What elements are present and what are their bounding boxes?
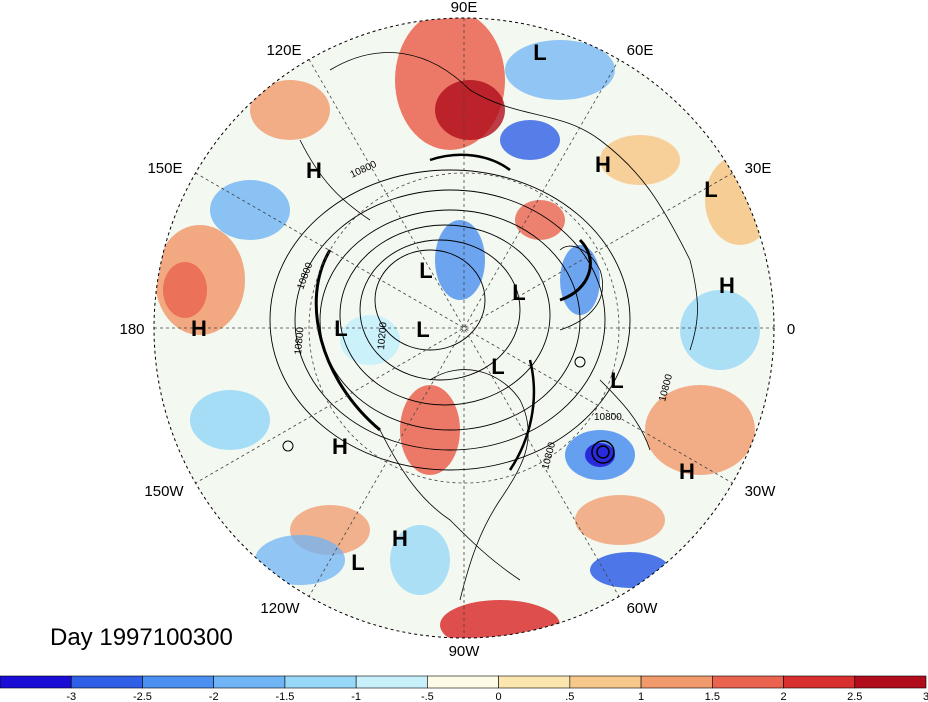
colorbar-swatch [355, 675, 428, 689]
pressure-system-labels: L H H L L H L L H L L L H H H L [191, 40, 735, 575]
colorbar-tick-label: .5 [565, 691, 574, 702]
colorbar-swatch [712, 675, 784, 689]
pressure-label: L [512, 280, 525, 305]
contour-label: 10200 [376, 321, 389, 350]
lon-label-60w: 60W [627, 600, 659, 617]
pressure-label: L [416, 317, 429, 342]
colorbar-swatch [213, 675, 286, 689]
pressure-label: H [719, 273, 735, 298]
colorbar-tick-label: 2 [780, 691, 786, 702]
date-label: Day 1997100300 [50, 624, 233, 651]
pressure-label: H [306, 158, 322, 183]
colorbar-tick-label: -.5 [421, 691, 434, 702]
pressure-label: H [332, 434, 348, 459]
lon-label-120e: 120E [266, 42, 301, 59]
colorbar-swatch [640, 675, 713, 689]
pressure-label: L [533, 40, 546, 65]
colorbar-tick-label: -1 [351, 691, 361, 702]
lon-label-150e: 150E [147, 160, 182, 177]
pressure-label: L [351, 550, 364, 575]
lon-label-180: 180 [119, 321, 144, 338]
colorbar-swatch [783, 675, 856, 689]
contour-label: 10800 [293, 326, 306, 355]
colorbar-swatch [498, 675, 571, 689]
colorbar-tick-label: 3 [923, 691, 928, 702]
colorbar-swatch [142, 675, 214, 689]
colorbar-swatch [284, 675, 357, 689]
colorbar-tick-label: -1.5 [275, 691, 294, 702]
height-contours [269, 153, 631, 471]
pressure-label: H [595, 152, 611, 177]
lon-label-30e: 30E [745, 160, 772, 177]
pressure-label: L [704, 177, 717, 202]
colorbar-tick-label: 2.5 [847, 691, 862, 702]
colorbar-tick-label: -2.5 [133, 691, 152, 702]
pressure-label: L [334, 316, 347, 341]
lon-label-60e: 60E [627, 42, 654, 59]
pressure-label: H [679, 459, 695, 484]
lon-label-90e: 90E [451, 0, 478, 16]
colorbar-swatch [854, 675, 927, 689]
colorbar-tick-label: 0 [496, 691, 502, 702]
colorbar-tick-label: 1.5 [705, 691, 720, 702]
map-boundary [153, 17, 775, 639]
colorbar-swatch [427, 675, 499, 689]
pressure-label: L [491, 354, 504, 379]
pressure-label: L [419, 258, 432, 283]
colorbar: -3 -2.5 -2 -1.5 -1 -.5 0 .5 1 1.5 2 2.5 3 [0, 675, 928, 702]
pressure-label: L [610, 368, 623, 393]
colorbar-tick-label: 1 [638, 691, 644, 702]
longitude-labels: 90E 120E 60E 150E 30E 180 0 150W 30W 120… [119, 0, 795, 660]
colorbar-tick-label: -3 [66, 691, 76, 702]
lon-label-120w: 120W [260, 600, 300, 617]
lon-label-0: 0 [787, 321, 795, 338]
pressure-label: H [191, 316, 207, 341]
lon-label-90w: 90W [449, 643, 481, 660]
contour-label: 10800 [594, 412, 622, 423]
colorbar-swatch [70, 675, 143, 689]
lon-label-30w: 30W [745, 483, 777, 500]
graticule [154, 18, 774, 638]
colorbar-swatch [0, 675, 72, 689]
colorbar-swatch [569, 675, 642, 689]
pressure-label: H [392, 526, 408, 551]
lon-label-150w: 150W [144, 483, 184, 500]
colorbar-tick-label: -2 [209, 691, 219, 702]
